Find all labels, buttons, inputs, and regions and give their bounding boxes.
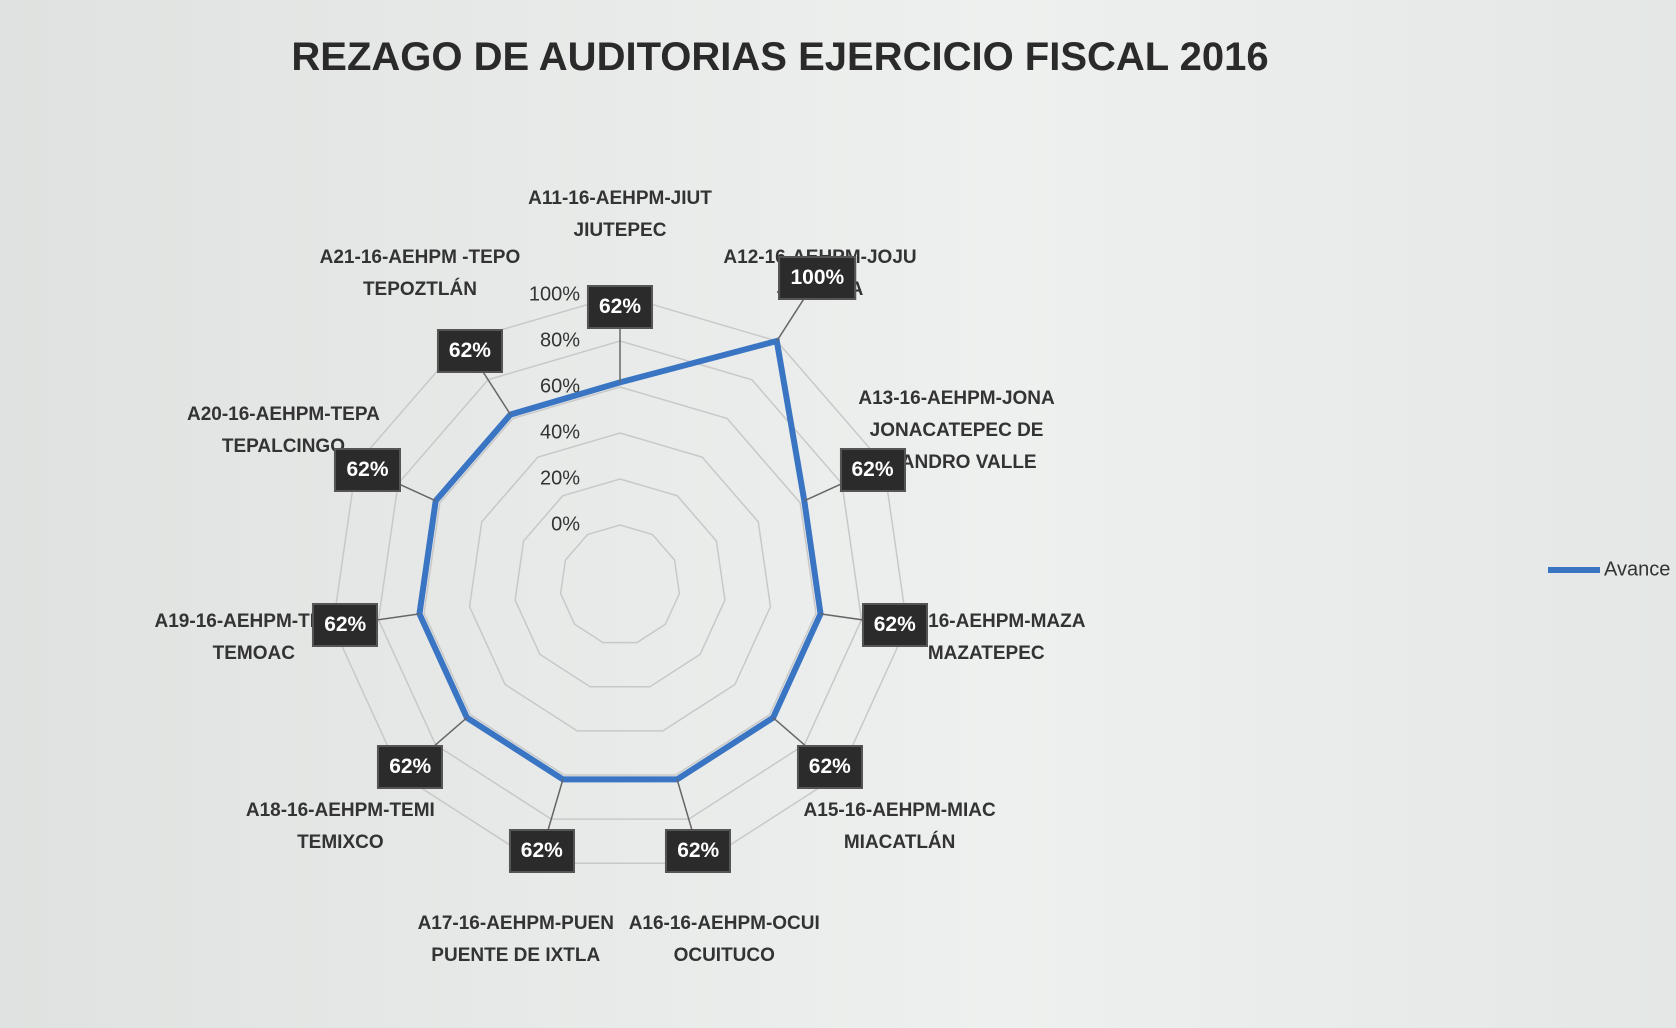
category-label: A17-16-AEHPM-PUEN PUENTE DE IXTLA [417, 913, 614, 966]
data-label: 62% [796, 744, 863, 789]
grid-ring [377, 340, 863, 820]
category-label: A19-16-AEHPM-TEMO TEMOAC [154, 610, 353, 664]
r-tick-label: 20% [540, 467, 580, 489]
data-label: 62% [436, 329, 503, 374]
r-tick-label: 0% [551, 513, 580, 535]
data-label: 100% [778, 255, 857, 300]
legend-label: Avance [1604, 558, 1670, 580]
grid-ring [332, 294, 908, 865]
grid-ring [514, 478, 726, 688]
data-label: 62% [665, 829, 732, 874]
category-label: A16-16-AEHPM-OCUI OCUITUCO [628, 913, 820, 966]
grid-ring [559, 524, 681, 644]
r-tick-label: 40% [540, 421, 580, 443]
category-label: A18-16-AEHPM-TEMI TEMIXCO [245, 800, 435, 854]
category-label: A20-16-AEHPM-TEPA TEPALCINGO [186, 404, 380, 458]
category-label: A11-16-AEHPM-JIUT JIUTEPEC [528, 188, 712, 241]
category-label: A15-16-AEHPM-MIAC MIACATLÁN [803, 800, 996, 854]
series-line [416, 337, 824, 783]
category-label: A14-16-AEHPM-MAZA MAZATEPEC [886, 610, 1086, 664]
data-label: 62% [377, 744, 444, 789]
r-tick-label: 100% [529, 283, 580, 305]
data-label: 62% [839, 447, 906, 492]
data-label: 62% [586, 285, 654, 330]
chart-title: REZAGO DE AUDITORIAS EJERCICIO FISCAL 20… [291, 35, 1269, 79]
data-label: 62% [861, 602, 928, 647]
category-label: A13-16-AEHPM-JONA JONACATEPEC DE LEANDRO… [858, 388, 1055, 474]
data-label: 62% [334, 447, 401, 492]
data-label: 62% [312, 602, 379, 647]
grid-ring [423, 386, 817, 776]
data-label: 62% [508, 829, 575, 874]
r-tick-label: 80% [540, 329, 580, 351]
category-label: A21-16-AEHPM -TEPO TEPOZTLÁN [319, 246, 521, 300]
grid-ring [468, 432, 772, 732]
r-tick-label: 60% [540, 375, 580, 397]
